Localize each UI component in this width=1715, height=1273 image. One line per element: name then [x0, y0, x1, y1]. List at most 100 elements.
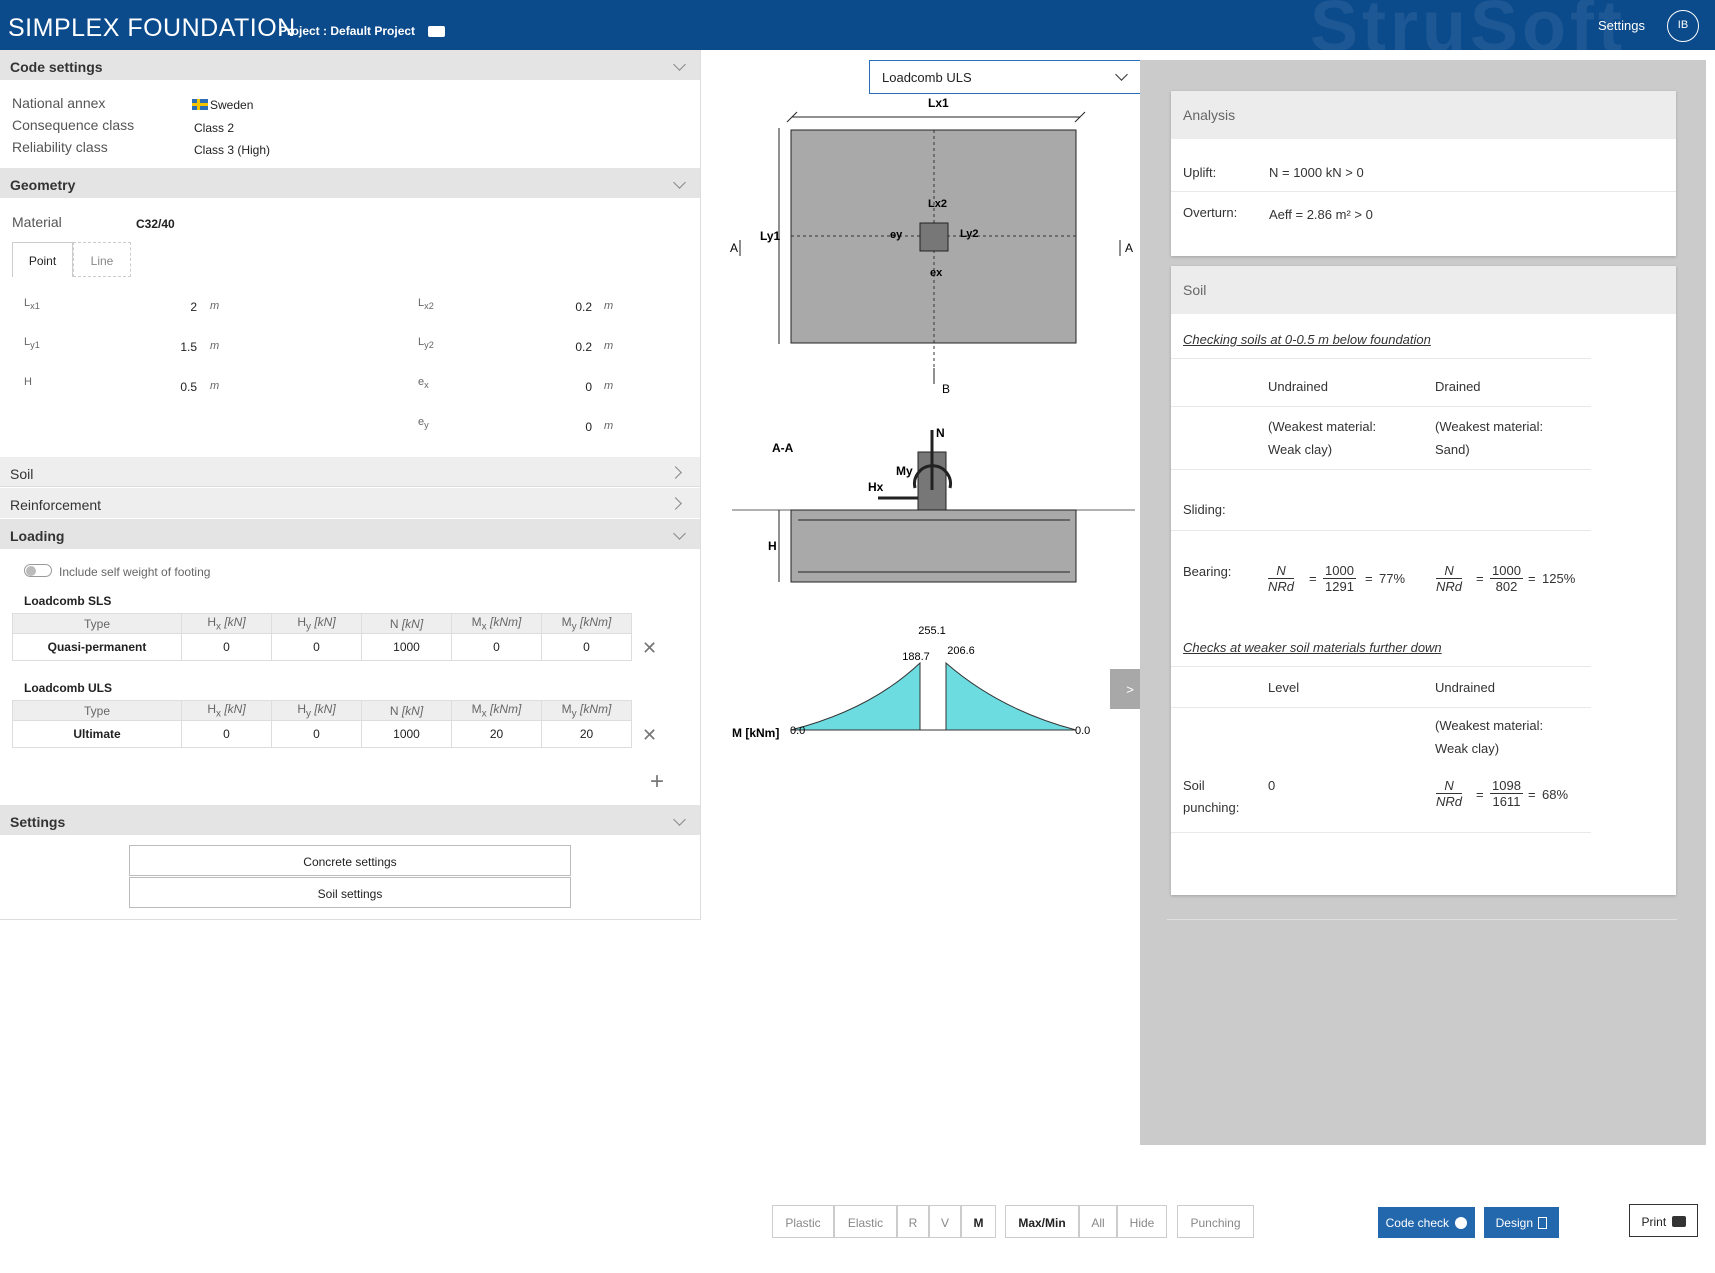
param-ly1-value[interactable]: 1.5	[180, 340, 197, 354]
punching-button[interactable]: Punching	[1177, 1205, 1254, 1238]
param-ly1-unit: m	[210, 340, 220, 352]
geometry-header[interactable]: Geometry	[0, 168, 700, 198]
col-mx: Mx [kNm]	[451, 613, 542, 634]
all-button[interactable]: All	[1079, 1205, 1117, 1238]
loadcomb-select[interactable]: Loadcomb ULS	[869, 60, 1145, 94]
cell-my[interactable]: 0	[541, 633, 632, 661]
col-hx: Hx [kN]	[181, 700, 272, 721]
dim-tick	[1074, 111, 1086, 123]
equals-sign: =	[1476, 571, 1484, 586]
param-ex-unit: m	[604, 380, 614, 392]
cell-type[interactable]: Quasi-permanent	[12, 633, 182, 661]
top-bar: StruSoft SIMPLEX FOUNDATION Project : De…	[0, 0, 1715, 67]
tab-line[interactable]: Line	[73, 242, 131, 277]
col-level: Level	[1268, 680, 1300, 695]
sweden-flag-icon	[192, 99, 208, 110]
uplift-expression: N = 1000 kN > 0	[1269, 165, 1364, 180]
cell-hy[interactable]: 0	[271, 633, 362, 661]
material-value[interactable]: C32/40	[136, 217, 175, 231]
bearing-drained-values: 1000 802	[1490, 563, 1523, 594]
soil-check-link[interactable]: Checking soils at 0-0.5 m below foundati…	[1183, 332, 1431, 347]
cell-mx[interactable]: 20	[451, 720, 542, 748]
code-check-button[interactable]: Code check	[1378, 1207, 1475, 1238]
param-lx1-unit: m	[210, 300, 220, 312]
m-button[interactable]: M	[961, 1205, 996, 1238]
settings-header[interactable]: Settings	[0, 805, 700, 835]
cell-hx[interactable]: 0	[181, 720, 272, 748]
bearing-undrained-symbol: N NRd	[1268, 563, 1295, 594]
param-ex-value[interactable]: 0	[585, 380, 592, 394]
chevron-down-icon[interactable]	[673, 176, 686, 189]
param-ey-label: ey	[418, 416, 429, 431]
param-h-value[interactable]: 0.5	[180, 380, 197, 394]
cell-n[interactable]: 1000	[361, 633, 452, 661]
add-loadcomb-icon[interactable]: +	[650, 768, 665, 795]
code-settings-title: Code settings	[10, 59, 103, 75]
plastic-button[interactable]: Plastic	[772, 1205, 834, 1238]
soil-section-header[interactable]: Soil	[0, 457, 700, 487]
chevron-down-icon[interactable]	[673, 813, 686, 826]
table-row: Quasi-permanent 0 0 1000 0 0	[12, 633, 632, 661]
self-weight-toggle[interactable]	[24, 564, 52, 577]
param-ey-value[interactable]: 0	[585, 420, 592, 434]
elastic-button[interactable]: Elastic	[834, 1205, 897, 1238]
table-header-row: Type Hx [kN] Hy [kN] N [kN] Mx [kNm] My …	[12, 613, 632, 634]
cell-hx[interactable]: 0	[181, 633, 272, 661]
r-button[interactable]: R	[897, 1205, 929, 1238]
ly1-label: Ly1	[760, 229, 781, 243]
chevron-right-icon[interactable]	[669, 466, 682, 479]
param-ly2-value[interactable]: 0.2	[575, 340, 592, 354]
left-panel: Code settings National annex Sweden Cons…	[0, 50, 701, 920]
section-a-right: A	[1125, 241, 1133, 255]
further-checks-link[interactable]: Checks at weaker soil materials further …	[1183, 640, 1442, 655]
punching-pct: 68%	[1542, 787, 1569, 802]
loading-header[interactable]: Loading	[0, 519, 700, 549]
remove-sls-icon[interactable]: ✕	[642, 638, 658, 658]
design-button[interactable]: Design	[1484, 1207, 1559, 1238]
cell-type[interactable]: Ultimate	[12, 720, 182, 748]
analysis-card: Analysis Uplift: N = 1000 kN > 0 Overtur…	[1171, 91, 1676, 256]
chevron-right-icon[interactable]	[669, 497, 682, 510]
chevron-down-icon[interactable]	[673, 527, 686, 540]
code-settings-header[interactable]: Code settings	[0, 50, 700, 80]
project-indicator[interactable]: Project : Default Project	[279, 24, 446, 38]
bearing-drained-pct: 125%	[1542, 571, 1576, 586]
reliability-class-value[interactable]: Class 3 (High)	[194, 143, 271, 157]
concrete-settings-button[interactable]: Concrete settings	[129, 845, 571, 876]
folder-open-icon[interactable]	[428, 26, 446, 38]
consequence-class-value[interactable]: Class 2	[194, 121, 235, 135]
moment-area-right	[945, 661, 1077, 731]
user-avatar[interactable]: IB	[1667, 10, 1699, 42]
strusoft-watermark: StruSoft	[1310, 0, 1626, 67]
weak-undrained-line-1: (Weakest material:	[1268, 419, 1377, 434]
divider	[1167, 919, 1677, 920]
reinforcement-section-header[interactable]: Reinforcement	[0, 488, 700, 518]
national-annex-value[interactable]: Sweden	[192, 98, 253, 112]
bearing-undrained-pct: 77%	[1379, 571, 1406, 586]
divider	[1171, 707, 1591, 708]
param-lx1-value[interactable]: 2	[190, 300, 197, 314]
cell-my[interactable]: 20	[541, 720, 632, 748]
weak-clay-line-2: Weak clay)	[1435, 741, 1500, 756]
maxmin-button[interactable]: Max/Min	[1005, 1205, 1079, 1238]
dim-tick	[786, 111, 798, 123]
v-button[interactable]: V	[929, 1205, 961, 1238]
param-h-unit: m	[210, 380, 220, 392]
design-label: Design	[1495, 1216, 1533, 1230]
cell-mx[interactable]: 0	[451, 633, 542, 661]
tab-point[interactable]: Point	[12, 242, 73, 277]
hide-button[interactable]: Hide	[1117, 1205, 1167, 1238]
ey-label: ey	[890, 229, 903, 241]
calculator-icon	[1538, 1217, 1548, 1229]
soil-settings-button[interactable]: Soil settings	[129, 877, 571, 908]
sls-table: Type Hx [kN] Hy [kN] N [kN] Mx [kNm] My …	[12, 613, 632, 661]
remove-uls-icon[interactable]: ✕	[642, 725, 658, 745]
cell-hy[interactable]: 0	[271, 720, 362, 748]
settings-link[interactable]: Settings	[1598, 18, 1645, 33]
cell-n[interactable]: 1000	[361, 720, 452, 748]
param-lx2-value[interactable]: 0.2	[575, 300, 592, 314]
project-name: Default Project	[330, 24, 416, 38]
print-button[interactable]: Print	[1629, 1204, 1698, 1237]
chevron-down-icon[interactable]	[673, 58, 686, 71]
moment-my-arrow	[913, 464, 952, 489]
